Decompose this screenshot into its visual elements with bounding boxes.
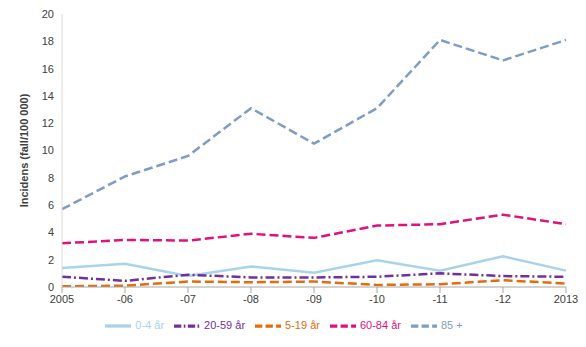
html-text:20-59 år: 20-59 år [204, 318, 246, 331]
svg-text:-07: -07 [180, 293, 196, 305]
html-text:5-19 år: 5-19 år [285, 318, 320, 331]
svg-text:12: 12 [42, 117, 54, 129]
svg-text:10: 10 [42, 144, 54, 156]
svg-text:-10: -10 [369, 293, 385, 305]
svg-text:4: 4 [48, 226, 54, 238]
html-text:85 +: 85 + [440, 318, 463, 331]
html-text:0-4 år: 0-4 år [135, 318, 165, 331]
svg-text:-11: -11 [432, 293, 447, 305]
svg-text:2013: 2013 [554, 293, 578, 305]
html-text:60-84 år: 60-84 år [359, 318, 401, 331]
svg-text:-06: -06 [117, 293, 133, 305]
svg-text:8: 8 [48, 172, 54, 184]
svg-text:2: 2 [48, 254, 54, 266]
svg-text:-12: -12 [495, 293, 511, 305]
svg-text:14: 14 [42, 90, 54, 102]
svg-text:0: 0 [48, 281, 54, 293]
svg-text:Incidens (fall/100 000): Incidens (fall/100 000) [18, 93, 30, 207]
svg-text:6: 6 [48, 199, 54, 211]
svg-text:16: 16 [42, 63, 54, 75]
svg-text:-09: -09 [306, 293, 322, 305]
svg-text:-08: -08 [243, 293, 259, 305]
svg-text:20: 20 [42, 8, 54, 20]
svg-text:2005: 2005 [50, 293, 74, 305]
svg-text:18: 18 [42, 35, 54, 47]
